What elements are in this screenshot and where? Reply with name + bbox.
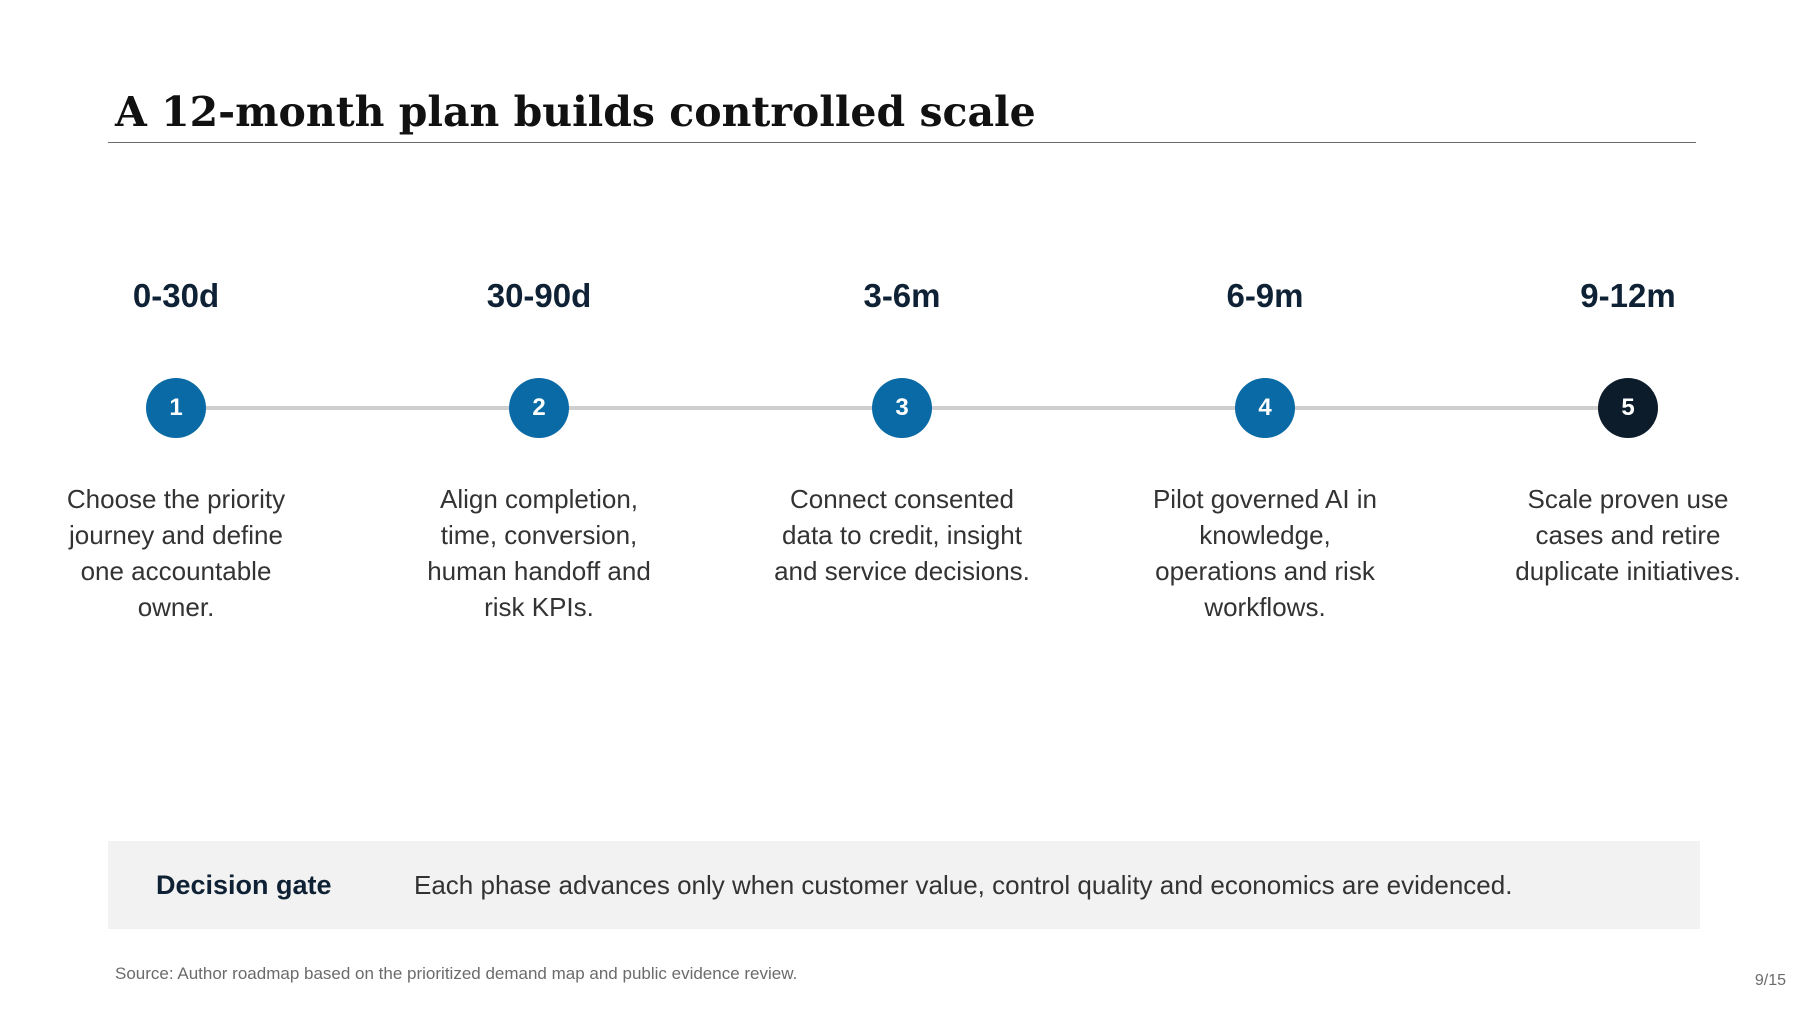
decision-gate-text: Each phase advances only when customer v… — [414, 870, 1513, 900]
phase-4-description: Pilot governed AI in knowledge, operatio… — [1152, 484, 1378, 622]
phase-1-description: Choose the priority journey and define o… — [66, 484, 286, 622]
page-number: 9/15 — [1754, 972, 1786, 989]
phase-5-description: Scale proven use cases and retire duplic… — [1515, 484, 1741, 586]
slide-title: A 12-month plan builds controlled scale — [115, 88, 1036, 136]
phase-4-marker: 4 — [1235, 378, 1295, 438]
phase-3-description: Connect consented data to credit, insigh… — [774, 484, 1030, 586]
phase-5-marker: 5 — [1598, 378, 1658, 438]
phase-3-marker: 3 — [872, 378, 932, 438]
phase-1-period: 0-30d — [132, 277, 220, 314]
decision-gate-box: Decision gate Each phase advances only w… — [108, 841, 1700, 929]
phase-4-period: 6-9m — [1226, 277, 1304, 314]
phase-3-period: 3-6m — [863, 277, 941, 314]
roadmap-timeline: 0-30d 1 Choose the priority journey and … — [66, 277, 1741, 622]
phase-2-description: Align completion, time, conversion, huma… — [427, 484, 651, 622]
source-note: Source: Author roadmap based on the prio… — [115, 964, 798, 983]
phase-5-period: 9-12m — [1580, 277, 1676, 314]
decision-gate-label: Decision gate — [156, 870, 332, 900]
phase-2-marker: 2 — [509, 378, 569, 438]
phase-1-marker: 1 — [146, 378, 206, 438]
phase-2-period: 30-90d — [486, 277, 592, 314]
title-divider — [108, 142, 1696, 143]
